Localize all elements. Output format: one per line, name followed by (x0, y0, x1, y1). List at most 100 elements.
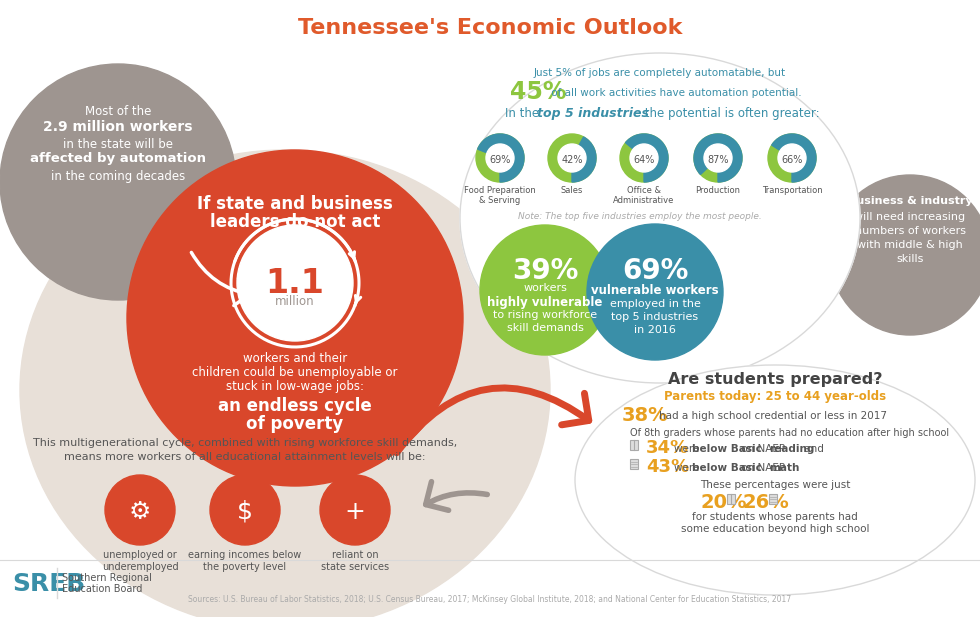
Text: affected by automation: affected by automation (30, 152, 206, 165)
Text: Food Preparation
& Serving: Food Preparation & Serving (465, 186, 536, 205)
Text: were: were (674, 463, 703, 473)
Ellipse shape (460, 53, 860, 383)
Text: 87%: 87% (708, 155, 729, 165)
Text: children could be unemployable or: children could be unemployable or (192, 366, 398, 379)
Circle shape (558, 144, 586, 172)
Text: means more workers of all educational attainment levels will be:: means more workers of all educational at… (65, 452, 425, 462)
Text: 38%: 38% (622, 406, 668, 425)
Text: of all work activities have automation potential.: of all work activities have automation p… (548, 88, 802, 98)
Text: below Basic: below Basic (692, 444, 761, 454)
Text: Sales: Sales (561, 186, 583, 195)
Text: skills: skills (897, 254, 924, 264)
Wedge shape (694, 134, 742, 182)
FancyBboxPatch shape (769, 494, 777, 504)
Text: 2.9 million workers: 2.9 million workers (43, 120, 193, 134)
Wedge shape (768, 134, 816, 182)
Text: 64%: 64% (633, 155, 655, 165)
Text: were: were (674, 444, 703, 454)
Text: Production: Production (696, 186, 741, 195)
FancyBboxPatch shape (630, 459, 638, 469)
Text: numbers of workers: numbers of workers (855, 226, 965, 236)
Text: In the: In the (505, 107, 543, 120)
Circle shape (127, 150, 463, 486)
Text: with middle & high: with middle & high (858, 240, 963, 250)
Text: math: math (769, 463, 800, 473)
Wedge shape (694, 134, 742, 182)
Circle shape (105, 475, 175, 545)
Text: on NAEP: on NAEP (738, 444, 788, 454)
Text: leaders do not act: leaders do not act (210, 213, 380, 231)
Text: will need increasing: will need increasing (855, 212, 965, 222)
Text: some education beyond high school: some education beyond high school (681, 524, 869, 534)
Text: an endless cycle: an endless cycle (219, 397, 371, 415)
Circle shape (486, 144, 514, 172)
Wedge shape (477, 134, 524, 182)
Text: employed in the: employed in the (610, 299, 701, 309)
Text: in the coming decades: in the coming decades (51, 170, 185, 183)
Wedge shape (771, 134, 816, 182)
Text: 43%: 43% (646, 458, 689, 476)
Text: top 5 industries: top 5 industries (537, 107, 649, 120)
Circle shape (237, 225, 353, 341)
Text: workers and their: workers and their (243, 352, 347, 365)
Text: for students whose parents had: for students whose parents had (692, 512, 858, 522)
Text: 34%: 34% (646, 439, 689, 457)
Circle shape (778, 144, 806, 172)
Text: 20%: 20% (700, 493, 747, 512)
Circle shape (830, 175, 980, 335)
Wedge shape (548, 134, 596, 182)
Text: 69%: 69% (622, 257, 688, 285)
Text: If state and business: If state and business (197, 195, 393, 213)
Text: in 2016: in 2016 (634, 325, 676, 335)
Text: 66%: 66% (781, 155, 803, 165)
Text: the potential is often greater:: the potential is often greater: (641, 107, 819, 120)
Text: SREB: SREB (12, 572, 85, 596)
Circle shape (630, 144, 658, 172)
Text: ⚙: ⚙ (128, 500, 151, 524)
Text: 69%: 69% (489, 155, 511, 165)
Text: of poverty: of poverty (246, 415, 344, 433)
Text: 45%: 45% (510, 80, 566, 104)
Text: below Basic: below Basic (692, 463, 761, 473)
Text: Business & industry: Business & industry (848, 196, 972, 206)
Text: +: + (345, 500, 366, 524)
Text: 26%: 26% (742, 493, 789, 512)
Text: Of 8th graders whose parents had no education after high school: Of 8th graders whose parents had no educ… (630, 428, 949, 438)
Text: Sources: U.S. Bureau of Labor Statistics, 2018; U.S. Census Bureau, 2017; McKins: Sources: U.S. Bureau of Labor Statistics… (188, 595, 792, 604)
FancyBboxPatch shape (727, 494, 734, 504)
FancyArrowPatch shape (397, 388, 589, 453)
Text: Transportation: Transportation (761, 186, 822, 195)
Text: to rising workforce: to rising workforce (493, 310, 597, 320)
Circle shape (480, 225, 610, 355)
FancyArrowPatch shape (191, 252, 250, 305)
Wedge shape (572, 137, 596, 182)
Text: 1.1: 1.1 (266, 267, 324, 300)
Text: reading: reading (769, 444, 814, 454)
Text: Office &
Administrative: Office & Administrative (613, 186, 674, 205)
Text: vulnerable workers: vulnerable workers (591, 284, 718, 297)
Text: million: million (275, 295, 315, 308)
Text: Southern Regional: Southern Regional (62, 573, 152, 583)
Text: Just 5% of jobs are completely automatable, but: Just 5% of jobs are completely automatab… (534, 68, 786, 78)
Text: Tennessee's Economic Outlook: Tennessee's Economic Outlook (298, 18, 682, 38)
Text: earning incomes below
the poverty level: earning incomes below the poverty level (188, 550, 302, 571)
FancyBboxPatch shape (630, 440, 638, 450)
Text: on NAEP: on NAEP (738, 463, 788, 473)
Wedge shape (476, 134, 524, 182)
Text: 42%: 42% (562, 155, 583, 165)
Text: and: and (801, 444, 824, 454)
Text: had a high school credential or less in 2017: had a high school credential or less in … (659, 411, 887, 421)
Text: 39%: 39% (512, 257, 578, 285)
Circle shape (587, 224, 723, 360)
Wedge shape (625, 134, 668, 182)
Text: $: $ (237, 500, 253, 524)
Text: reliant on
state services: reliant on state services (320, 550, 389, 571)
Circle shape (0, 64, 236, 300)
Text: skill demands: skill demands (507, 323, 583, 333)
Text: in the state will be: in the state will be (63, 138, 173, 151)
Text: Most of the: Most of the (85, 105, 151, 118)
Text: unemployed or
underemployed: unemployed or underemployed (102, 550, 178, 571)
Text: stuck in low-wage jobs:: stuck in low-wage jobs: (226, 380, 364, 393)
Ellipse shape (575, 365, 975, 595)
Text: These percentages were just: These percentages were just (700, 480, 851, 490)
